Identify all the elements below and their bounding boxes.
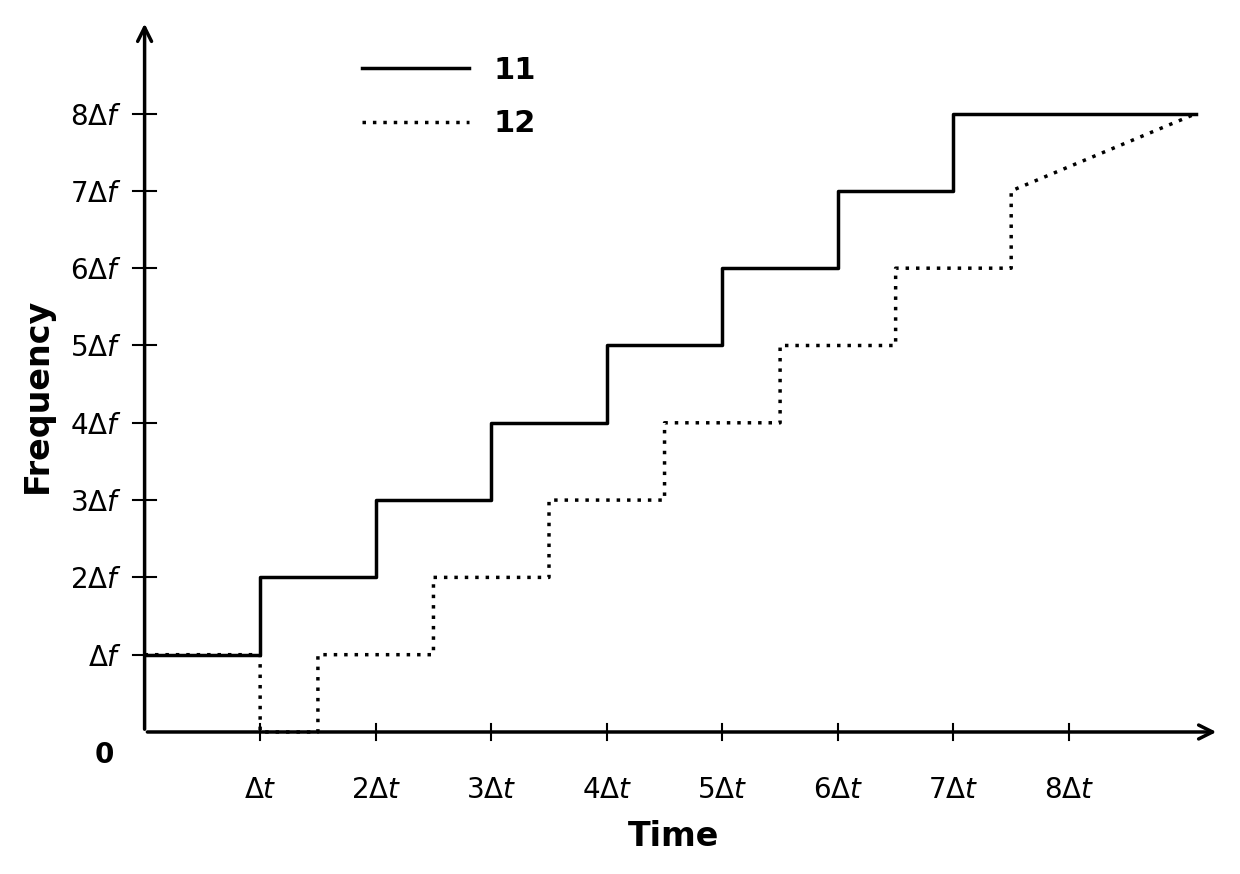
11	[831, 185, 846, 196]
12	[427, 572, 441, 583]
11	[946, 185, 961, 196]
Line: 11: 11	[145, 114, 1197, 655]
11	[253, 572, 268, 583]
11	[599, 340, 614, 350]
X-axis label: Time: Time	[627, 820, 719, 853]
11	[368, 572, 383, 583]
11	[368, 495, 383, 505]
11	[484, 418, 498, 428]
Legend: 11, 12: 11, 12	[350, 44, 548, 150]
12	[253, 727, 268, 738]
11	[253, 649, 268, 660]
12	[310, 649, 325, 660]
12	[773, 418, 787, 428]
12	[1003, 185, 1018, 196]
12	[1003, 263, 1018, 274]
Line: 12: 12	[145, 114, 1197, 732]
12	[542, 572, 557, 583]
12	[427, 649, 441, 660]
11	[138, 649, 153, 660]
11	[1189, 108, 1204, 119]
12	[773, 340, 787, 350]
11	[715, 340, 730, 350]
11	[715, 263, 730, 274]
11	[946, 108, 961, 119]
12	[657, 495, 672, 505]
12	[888, 340, 903, 350]
12	[253, 649, 268, 660]
12	[310, 727, 325, 738]
Text: $\mathbf{0}$: $\mathbf{0}$	[94, 741, 114, 769]
11	[599, 418, 614, 428]
12	[888, 263, 903, 274]
11	[831, 263, 846, 274]
12	[657, 418, 672, 428]
12	[542, 495, 557, 505]
12	[1189, 108, 1204, 119]
12	[138, 649, 153, 660]
11	[484, 495, 498, 505]
Y-axis label: Frequency: Frequency	[21, 298, 53, 493]
